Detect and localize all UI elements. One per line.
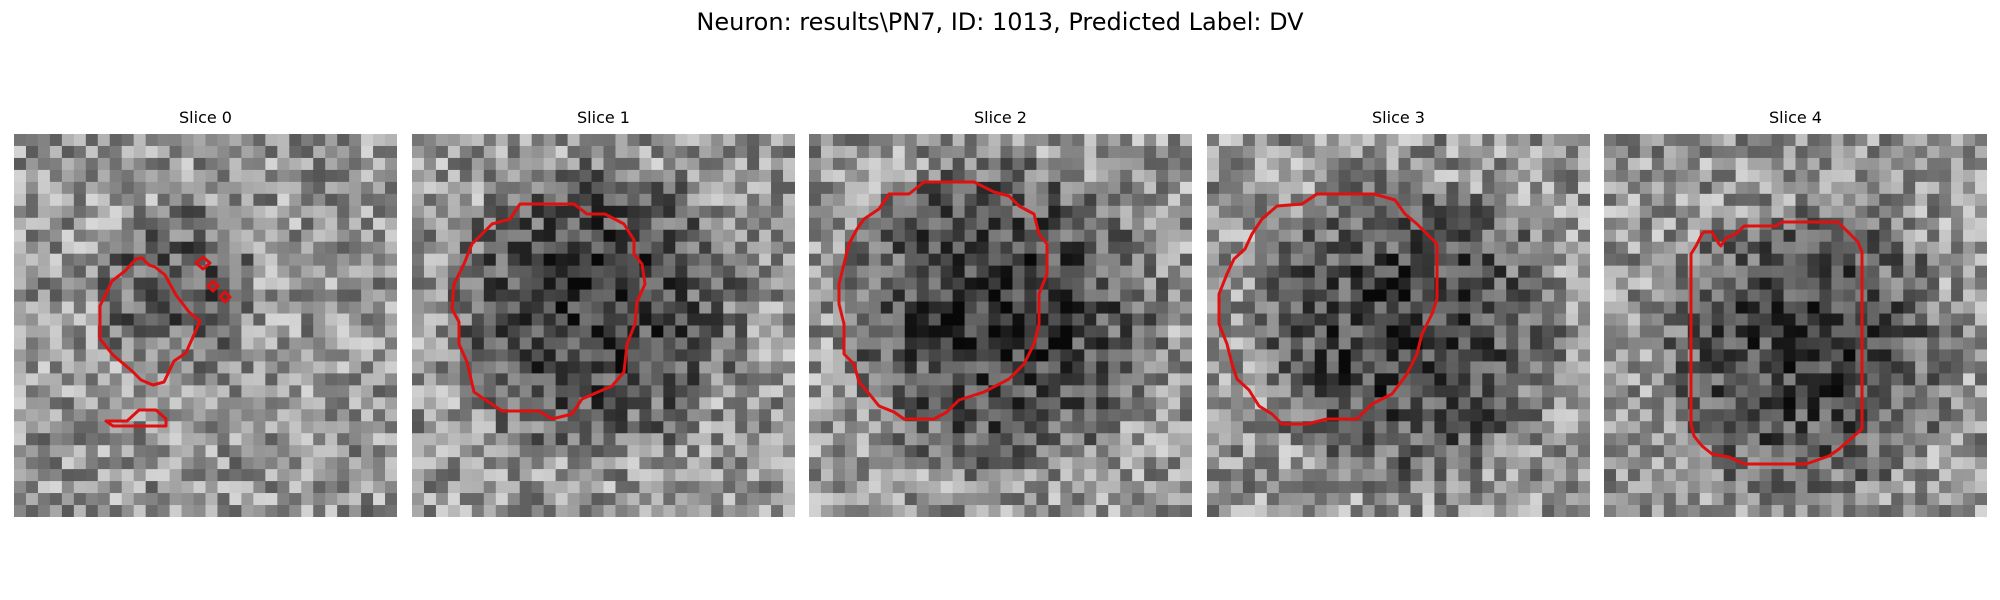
segmentation-contour [98,255,232,428]
pixel-grid [14,134,397,517]
slice-image [14,134,397,517]
pixel-grid [1207,134,1590,517]
segmentation-contour [450,202,647,421]
slice-image [1604,134,1987,517]
slice-title: Slice 2 [974,108,1027,127]
slice-title: Slice 4 [1769,108,1822,127]
slice-image [1207,134,1590,517]
pixel-grid [809,134,1192,517]
slice-panel-2: Slice 2 [809,108,1192,517]
slice-panel-3: Slice 3 [1207,108,1590,517]
pixel-grid [1604,134,1987,517]
slice-panel-1: Slice 1 [412,108,795,517]
slice-image [412,134,795,517]
slice-title: Slice 3 [1372,108,1425,127]
slice-title: Slice 1 [577,108,630,127]
segmentation-contour [1217,192,1439,426]
segmentation-contour [837,180,1049,421]
slice-image [809,134,1192,517]
slice-title: Slice 0 [179,108,232,127]
figure-title: Neuron: results\PN7, ID: 1013, Predicted… [696,8,1304,36]
slice-panel-4: Slice 4 [1604,108,1987,517]
segmentation-contour [1689,220,1864,466]
pixel-grid [412,134,795,517]
slice-panel-0: Slice 0 [14,108,397,517]
